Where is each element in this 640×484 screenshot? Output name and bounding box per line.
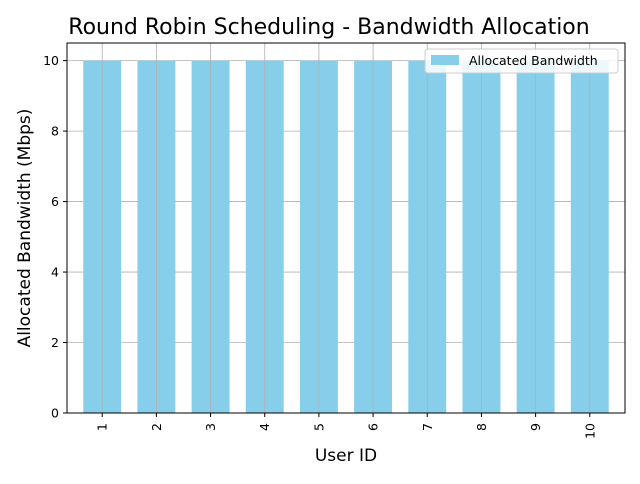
x-tick-label: 2 xyxy=(149,423,164,431)
legend-box xyxy=(424,48,619,74)
y-tick-label: 0 xyxy=(51,406,59,421)
y-tick-label: 6 xyxy=(51,194,59,209)
vertical-grid-lines xyxy=(101,43,591,413)
y-tick-label: 2 xyxy=(51,335,59,350)
x-tick-label: 10 xyxy=(582,423,597,439)
legend-label: Allocated Bandwidth xyxy=(469,53,598,68)
y-tick-label: 4 xyxy=(51,265,59,280)
x-tick-label: 6 xyxy=(366,423,381,431)
x-tick-label: 7 xyxy=(420,423,435,431)
x-axis: 1 2 3 4 5 6 7 8 9 10 xyxy=(95,413,597,439)
x-tick-label: 9 xyxy=(528,423,543,431)
y-tick-label: 8 xyxy=(51,124,59,139)
y-tick-label: 10 xyxy=(43,53,59,68)
y-axis: 0 2 4 6 8 10 xyxy=(43,53,67,421)
x-tick-label: 8 xyxy=(474,423,489,431)
x-tick-label: 4 xyxy=(257,423,272,431)
x-tick-label: 3 xyxy=(203,423,218,431)
y-axis-label: Allocated Bandwidth (Mbps) xyxy=(15,109,35,348)
plot-frame xyxy=(66,42,626,414)
x-tick-label: 1 xyxy=(95,423,110,431)
x-tick-label: 5 xyxy=(311,423,326,431)
x-axis-label: User ID xyxy=(315,446,377,466)
legend: Allocated Bandwidth xyxy=(424,48,619,74)
chart-title: Round Robin Scheduling - Bandwidth Alloc… xyxy=(68,15,589,40)
legend-swatch xyxy=(431,55,459,65)
